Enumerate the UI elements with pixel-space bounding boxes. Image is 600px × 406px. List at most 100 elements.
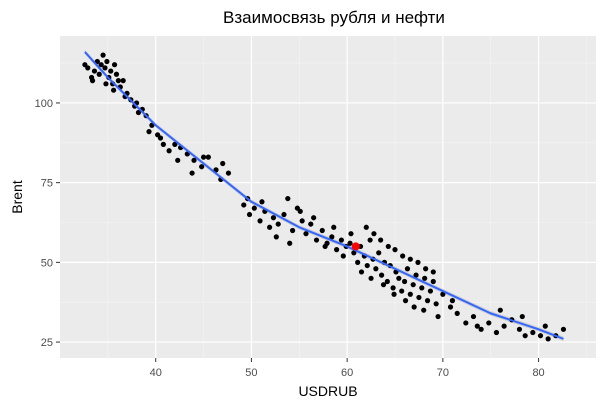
data-point (522, 333, 528, 339)
data-point (560, 326, 567, 332)
data-point (358, 269, 365, 275)
data-point (497, 307, 503, 313)
fit-line (84, 51, 564, 340)
data-point (267, 224, 273, 230)
data-point (416, 294, 422, 301)
data-point (392, 247, 398, 253)
y-axis-title: Brent (9, 180, 25, 214)
data-point (111, 62, 118, 68)
data-point (542, 323, 548, 329)
data-point (410, 282, 416, 288)
data-point (545, 336, 551, 342)
x-tick-label: 60 (341, 367, 353, 379)
data-point (160, 141, 166, 147)
data-point (373, 266, 379, 272)
data-point (378, 237, 384, 243)
data-point (424, 298, 431, 304)
data-point (334, 247, 340, 253)
data-point (368, 275, 374, 281)
data-point (89, 78, 96, 84)
grid-lines (60, 36, 596, 358)
data-point (440, 291, 446, 297)
data-point (407, 256, 413, 262)
data-point (241, 202, 247, 208)
data-point (478, 326, 484, 332)
data-point (415, 259, 421, 265)
data-point (146, 129, 152, 135)
data-point (501, 323, 507, 329)
data-point (303, 231, 309, 237)
data-point (199, 164, 205, 170)
data-point (166, 148, 172, 154)
data-point (259, 199, 265, 205)
data-point (364, 262, 370, 269)
data-point (390, 285, 396, 291)
data-point (355, 259, 361, 265)
data-point (348, 231, 354, 237)
data-point (385, 243, 391, 250)
data-point (98, 62, 104, 68)
x-axis-ticks: 40 50 60 70 80 (150, 358, 545, 379)
data-point (311, 215, 317, 221)
data-point (157, 135, 164, 141)
data-point (402, 298, 409, 304)
data-point (419, 285, 425, 291)
data-point (108, 68, 114, 74)
data-point (225, 170, 232, 176)
data-point (470, 313, 477, 320)
data-point (396, 275, 402, 281)
data-points (82, 52, 567, 342)
x-axis-title: USDRUB (298, 383, 357, 399)
data-point (135, 109, 142, 116)
y-axis-ticks: 25 50 75 100 (35, 98, 60, 349)
data-point (338, 237, 344, 243)
data-point (103, 81, 109, 87)
data-point (91, 68, 98, 74)
data-point (399, 288, 405, 294)
highlight-point-marker (351, 242, 360, 251)
x-tick-label: 40 (150, 367, 162, 379)
data-point (430, 269, 436, 275)
data-point (367, 237, 373, 243)
data-point (433, 301, 439, 307)
data-point (400, 253, 406, 259)
data-point (519, 313, 525, 320)
data-point (111, 87, 117, 93)
x-tick-label: 50 (245, 367, 257, 379)
data-point (380, 282, 387, 288)
data-point (423, 266, 429, 272)
data-point (447, 304, 454, 310)
data-point (474, 323, 480, 329)
data-point (275, 221, 281, 227)
data-point (104, 58, 110, 65)
data-point (413, 272, 419, 278)
y-tick-label: 50 (41, 257, 53, 269)
fit-line-path (84, 51, 564, 340)
data-point (322, 243, 328, 250)
data-point (120, 78, 126, 84)
data-point (422, 275, 428, 281)
data-point (313, 237, 320, 243)
data-point (289, 227, 296, 234)
data-point (175, 157, 181, 163)
data-point (340, 253, 346, 259)
data-point (115, 78, 121, 84)
data-point (401, 278, 408, 285)
data-point (287, 240, 293, 246)
x-tick-label: 80 (532, 367, 544, 379)
y-tick-label: 75 (41, 178, 53, 190)
data-point (379, 272, 385, 278)
chart-title: Взаимосвязь рубля и нефти (223, 8, 445, 27)
data-point (102, 65, 108, 71)
data-point (251, 205, 257, 211)
data-point (96, 71, 102, 77)
data-point (463, 320, 469, 326)
data-point (427, 288, 434, 294)
data-point (537, 333, 544, 339)
data-point (319, 227, 325, 234)
data-point (85, 65, 91, 71)
data-point (430, 278, 436, 285)
data-point (220, 160, 226, 167)
data-point (363, 224, 369, 230)
